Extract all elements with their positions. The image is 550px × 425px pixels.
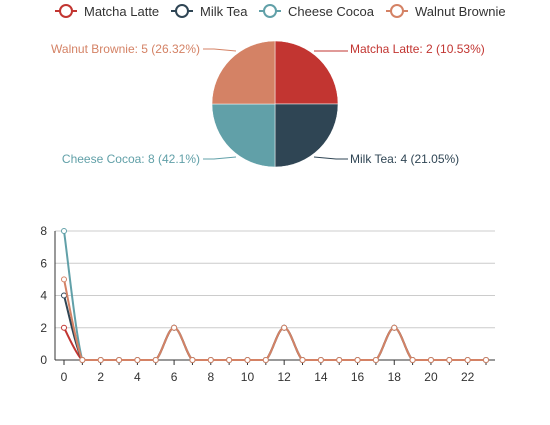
data-point[interactable] (464, 357, 471, 363)
data-point[interactable] (336, 357, 343, 363)
legend-item-walnut-brownie[interactable]: Walnut Brownie (386, 4, 506, 19)
y-tick-label: 0 (40, 353, 47, 367)
pie-label-cheese-cocoa: Cheese Cocoa: 8 (42.1%) (62, 152, 200, 166)
data-point[interactable] (79, 357, 86, 363)
data-point[interactable] (372, 357, 379, 363)
x-tick-label: 6 (171, 370, 178, 384)
data-point[interactable] (427, 357, 434, 363)
legend-item-matcha-latte[interactable]: Matcha Latte (55, 4, 159, 19)
data-point[interactable] (116, 357, 123, 363)
legend-item-cheese-cocoa[interactable]: Cheese Cocoa (259, 4, 375, 19)
data-point[interactable] (409, 357, 416, 363)
data-point[interactable] (391, 324, 398, 331)
legend-label: Milk Tea (200, 4, 248, 19)
data-point[interactable] (171, 324, 178, 331)
series-walnut-brownie (61, 276, 489, 363)
pie-label-leader-line (203, 48, 237, 52)
legend-label: Matcha Latte (84, 4, 159, 19)
pie-slice-matcha-latte[interactable] (274, 40, 339, 105)
data-point[interactable] (61, 228, 67, 234)
y-tick-label: 8 (40, 224, 47, 238)
data-point[interactable] (61, 324, 67, 331)
pie-label-leader-line (313, 156, 348, 160)
legend-marker-icon (263, 4, 277, 18)
y-tick-label: 2 (40, 321, 47, 335)
pie-label-leader-line (203, 156, 237, 160)
data-point[interactable] (244, 357, 251, 363)
pie-slice-milk-tea[interactable] (274, 103, 339, 168)
x-tick-label: 4 (134, 370, 141, 384)
x-tick-label: 14 (314, 370, 328, 384)
data-point[interactable] (61, 292, 67, 299)
x-tick-label: 20 (424, 370, 438, 384)
pie-label-milk-tea: Milk Tea: 4 (21.05%) (350, 152, 459, 166)
legend-label: Cheese Cocoa (288, 4, 375, 19)
data-point[interactable] (152, 357, 159, 363)
x-tick-label: 2 (97, 370, 104, 384)
x-tick-label: 0 (61, 370, 68, 384)
pie-chart: Matcha Latte: 2 (10.53%) Milk Tea: 4 (21.… (51, 40, 485, 168)
data-point[interactable] (262, 357, 269, 363)
data-point[interactable] (446, 357, 453, 363)
data-point[interactable] (354, 357, 361, 363)
x-tick-label: 16 (351, 370, 365, 384)
data-point[interactable] (97, 357, 104, 363)
legend-label: Walnut Brownie (415, 4, 506, 19)
x-tick-label: 8 (207, 370, 214, 384)
pie-label-walnut-brownie: Walnut Brownie: 5 (26.32%) (51, 42, 200, 56)
pie-label-matcha-latte: Matcha Latte: 2 (10.53%) (350, 42, 485, 56)
legend: Matcha Latte Milk Tea Cheese Cocoa Walnut B… (55, 4, 506, 19)
x-tick-label: 18 (388, 370, 402, 384)
data-point[interactable] (299, 357, 306, 363)
legend-marker-icon (59, 4, 73, 18)
data-point[interactable] (226, 357, 233, 363)
legend-item-milk-tea[interactable]: Milk Tea (171, 4, 248, 19)
data-point[interactable] (207, 357, 214, 363)
legend-marker-icon (390, 4, 404, 18)
data-point[interactable] (483, 357, 489, 363)
legend-marker-icon (175, 4, 189, 18)
data-point[interactable] (61, 276, 67, 283)
series-line-walnut-brownie (63, 279, 486, 361)
data-point[interactable] (189, 357, 196, 363)
pie-slice-walnut-brownie[interactable] (211, 40, 276, 105)
data-point[interactable] (134, 357, 141, 363)
pie-slice-cheese-cocoa[interactable] (211, 103, 276, 168)
x-tick-label: 22 (461, 370, 475, 384)
line-chart: 0 2 4 6 8 0 2 4 6 8 10 12 14 16 18 20 22 (40, 224, 495, 384)
data-point[interactable] (281, 324, 288, 331)
y-tick-label: 6 (40, 256, 47, 270)
y-tick-label: 4 (40, 289, 47, 303)
data-point[interactable] (317, 357, 324, 363)
x-tick-label: 10 (241, 370, 255, 384)
x-tick-label: 12 (277, 370, 291, 384)
